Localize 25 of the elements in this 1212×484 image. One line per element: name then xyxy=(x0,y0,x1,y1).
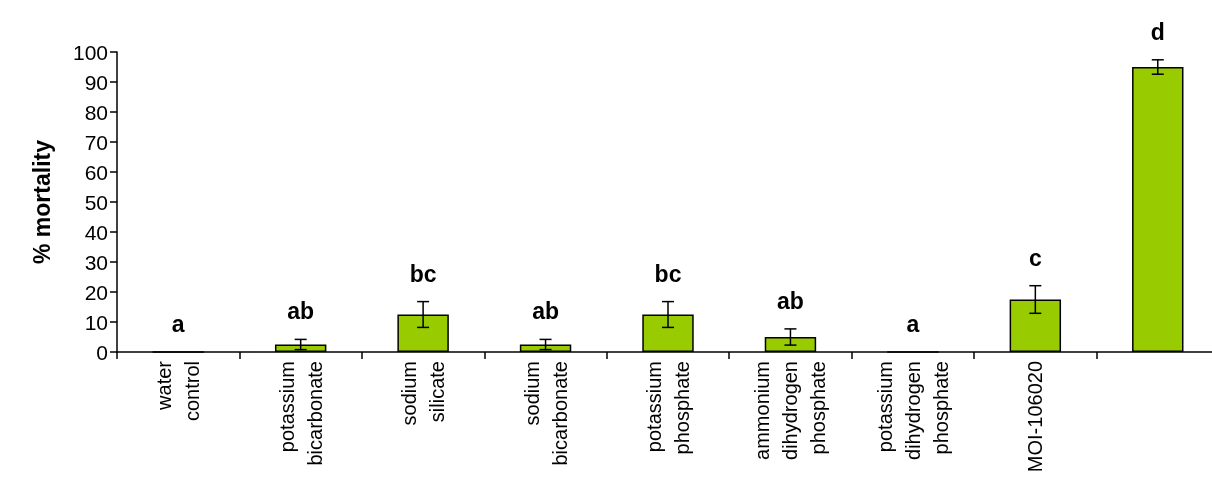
annotation: a xyxy=(171,311,185,337)
x-tick-label: potassium phosphate xyxy=(643,361,693,455)
y-tick-label: 30 xyxy=(84,250,108,274)
y-tick-label: 50 xyxy=(84,190,108,214)
y-tick-label: 20 xyxy=(84,280,108,304)
annotation: ab xyxy=(287,298,315,325)
annotation: a xyxy=(906,311,920,337)
annotation: bc xyxy=(654,260,682,287)
y-tick-label: 100 xyxy=(72,40,108,64)
y-tick-label: 80 xyxy=(84,100,108,124)
y-tick-label: 60 xyxy=(84,160,108,184)
x-tick-label: water control xyxy=(153,360,204,422)
y-tick-label: 40 xyxy=(84,220,108,244)
annotation: bc xyxy=(409,260,437,287)
annotation: ab xyxy=(777,287,804,314)
annotation: ab xyxy=(532,298,559,325)
x-tick-label: sodium silicate xyxy=(398,361,449,426)
y-tick-label: 70 xyxy=(84,130,108,154)
y-tick-label: 0 xyxy=(96,340,108,364)
y-tick-label: 90 xyxy=(84,70,108,94)
y-axis-title: % mortality xyxy=(28,139,55,264)
annotation: c xyxy=(1028,244,1042,271)
text: d xyxy=(1150,18,1165,45)
x-tick-label: MOI-106020 xyxy=(1024,361,1047,473)
y-tick-label: 10 xyxy=(84,310,108,334)
